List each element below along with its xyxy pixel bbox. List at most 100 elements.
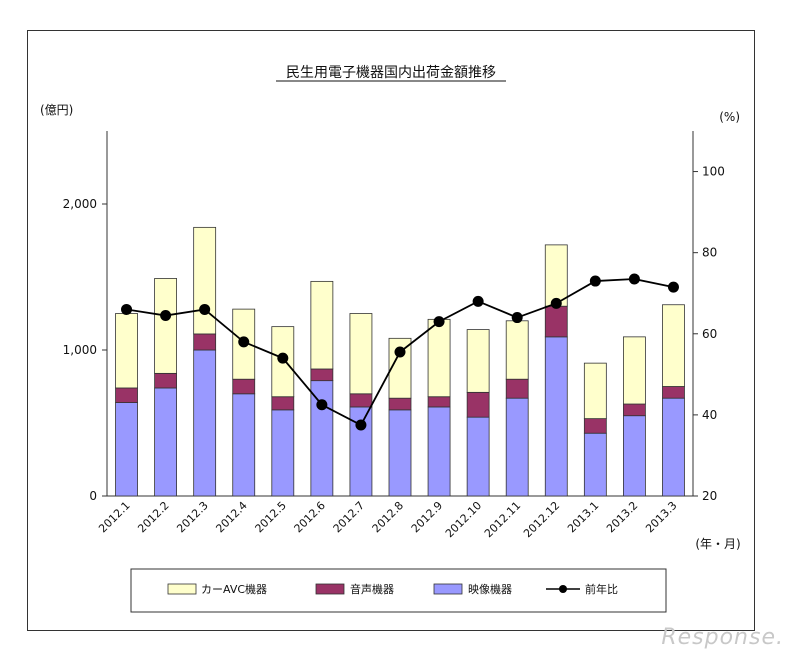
x-tick-label: 2012.3	[174, 499, 210, 535]
bar-segment	[583, 432, 607, 497]
bar-segment	[115, 387, 138, 403]
legend-label-audio: 音声機器	[350, 582, 394, 596]
y-right-tick-label: 80	[702, 246, 717, 260]
chart-svg: 民生用電子機器国内出荷金額推移 (億円) (%) (年・月) 0 1,000 2,0…	[40, 65, 741, 613]
bar-segment	[193, 226, 217, 335]
y-left-tick-label: 2,000	[63, 197, 97, 211]
bars-group	[115, 226, 685, 497]
bar-segment	[662, 304, 685, 387]
bar-segment	[505, 378, 529, 399]
legend-label-ratio: 前年比	[585, 582, 618, 596]
x-tick-label: 2012.11	[482, 499, 523, 540]
ratio-point	[394, 346, 406, 358]
y-right-tick-label: 40	[702, 408, 717, 422]
y-right-tick-label: 20	[702, 489, 717, 503]
bar-segment	[115, 402, 138, 497]
ratio-point	[511, 312, 523, 324]
bar-segment	[154, 372, 177, 389]
bar-segment	[662, 386, 685, 399]
chart-title: 民生用電子機器国内出荷金額推移	[286, 65, 496, 81]
bar-segment	[388, 337, 412, 399]
bar-segment	[154, 278, 177, 374]
bar-segment	[583, 362, 607, 420]
bar-segment	[232, 393, 256, 497]
y-left-tick-label: 0	[89, 489, 97, 503]
x-tick-label: 2012.8	[370, 499, 406, 535]
bar-segment	[310, 280, 334, 370]
bar-segment	[623, 336, 646, 405]
y-right-unit-label: (%)	[719, 110, 740, 124]
ratio-point	[355, 419, 367, 431]
x-tick-label: 2012.10	[443, 499, 484, 540]
legend-swatch-video	[433, 583, 463, 595]
x-tick-label: 2012.6	[292, 499, 328, 535]
bar-segment	[466, 329, 490, 393]
y-right-tick-label: 60	[702, 327, 717, 341]
x-tick-label: 2013.1	[565, 499, 601, 535]
x-tick-label: 2012.4	[213, 499, 249, 535]
bar-segment	[583, 418, 607, 434]
ratio-point	[238, 336, 250, 348]
bar-segment	[349, 393, 373, 408]
bar-segment	[505, 320, 529, 380]
bar-segment	[232, 378, 256, 395]
ratio-point	[121, 303, 133, 315]
x-tick-label: 2012.2	[135, 499, 171, 535]
bar-segment	[154, 387, 177, 497]
legend-box	[130, 568, 667, 613]
bar-segment	[427, 318, 451, 398]
legend-label-video: 映像機器	[468, 582, 512, 596]
chart-frame: 民生用電子機器国内出荷金額推移 (億円) (%) (年・月) 0 1,000 2,0…	[27, 30, 755, 631]
bar-segment	[388, 409, 412, 497]
ratio-point	[316, 399, 328, 411]
y-left-unit-label: (億円)	[40, 103, 73, 117]
x-tick-label: 2012.9	[409, 499, 445, 535]
legend-swatch-audio	[315, 583, 345, 595]
ratio-point	[160, 310, 172, 322]
legend-label-car-avc: カーAVC機器	[201, 582, 267, 596]
y-left-tick-label: 1,000	[63, 343, 97, 357]
x-tick-label: 2012.7	[331, 499, 367, 535]
x-tick-label: 2013.2	[604, 499, 640, 535]
ratio-line-group	[121, 273, 679, 431]
ratio-point	[628, 273, 640, 285]
bar-segment	[271, 409, 295, 497]
bar-segment	[310, 380, 334, 497]
bar-segment	[544, 305, 568, 338]
x-tick-label: 2012.5	[253, 499, 289, 535]
ratio-point	[199, 303, 211, 315]
y-right-tick-label: 100	[702, 165, 725, 179]
x-unit-label: (年・月)	[695, 537, 740, 551]
bar-segment	[466, 416, 490, 497]
ratio-point	[667, 281, 679, 293]
bar-segment	[349, 313, 373, 395]
bar-segment	[310, 368, 334, 382]
bar-segment	[662, 397, 685, 497]
ratio-point	[433, 316, 445, 328]
bar-segment	[505, 397, 529, 497]
x-tick-label: 2012.1	[96, 499, 132, 535]
legend-swatch-car-avc	[167, 583, 197, 595]
bar-segment	[193, 349, 217, 497]
ratio-point	[472, 295, 484, 307]
ratio-point	[277, 352, 289, 364]
watermark-logo: Response.	[661, 625, 784, 650]
bar-segment	[544, 244, 568, 307]
x-tick-label: 2012.12	[521, 499, 562, 540]
bar-segment	[427, 396, 451, 408]
bar-segment	[544, 336, 568, 497]
ratio-point	[550, 297, 562, 309]
ratio-point	[589, 275, 601, 287]
bar-segment	[427, 406, 451, 497]
x-tick-labels: 2012.1 2012.2 2012.3 2012.4 2012.5 2012.6 2012…	[96, 499, 679, 540]
bar-segment	[623, 415, 646, 497]
legend: カーAVC機器 音声機器 映像機器 前年比	[130, 568, 667, 613]
bar-segment	[271, 396, 295, 411]
bar-segment	[623, 403, 646, 417]
bar-segment	[115, 313, 138, 389]
x-tick-label: 2013.3	[643, 499, 679, 535]
bar-segment	[193, 333, 217, 351]
legend-marker-ratio	[559, 585, 567, 593]
bar-segment	[388, 397, 412, 411]
bar-segment	[466, 391, 490, 418]
